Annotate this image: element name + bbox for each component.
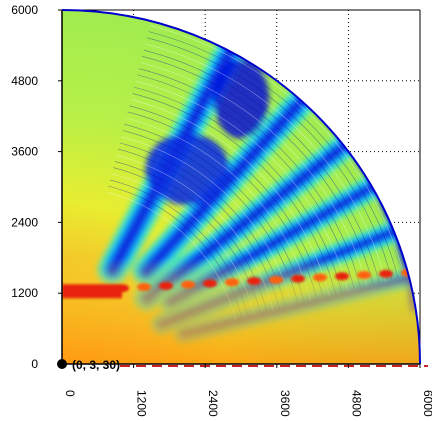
- hot-line-segment: [225, 278, 239, 287]
- hot-line-segment: [379, 269, 393, 278]
- hot-line-segment: [269, 275, 283, 284]
- y-tick-label: 1200: [11, 286, 38, 300]
- y-tick-label: 2400: [11, 215, 38, 229]
- origin-point-marker: [57, 359, 67, 369]
- hot-line-segment: [335, 272, 349, 281]
- hot-line-segment: [159, 281, 173, 290]
- x-tick-label: 4800: [349, 390, 363, 417]
- hot-line-segment: [291, 274, 305, 283]
- hot-line-segment: [115, 284, 129, 293]
- axes: 0 1200 2400 3600 4800 6000 0 1200 2400 3600 4800 60…: [11, 3, 432, 417]
- origin-point-label: (0, 3, 30): [72, 358, 120, 372]
- hot-line-segment: [181, 280, 195, 289]
- x-tick-label: 0: [63, 390, 77, 397]
- y-tick-label: 4800: [11, 74, 38, 88]
- hot-line-start: [62, 284, 122, 299]
- field-edge: [61, 9, 421, 365]
- x-tick-label: 1200: [135, 390, 149, 417]
- hot-line-segment: [357, 271, 371, 280]
- hot-line-segment: [137, 283, 151, 292]
- y-tick-label: 6000: [11, 3, 38, 17]
- x-tick-label: 2400: [206, 390, 220, 417]
- y-tick-label: 0: [31, 357, 38, 371]
- x-tick-label: 3600: [278, 390, 292, 417]
- hot-line-segment: [203, 279, 217, 288]
- hot-line-segment: [247, 277, 261, 286]
- hot-line: [62, 268, 415, 299]
- hot-line-segment: [313, 273, 327, 282]
- y-tick-label: 3600: [11, 145, 38, 159]
- x-tick-label: 6000: [421, 390, 432, 417]
